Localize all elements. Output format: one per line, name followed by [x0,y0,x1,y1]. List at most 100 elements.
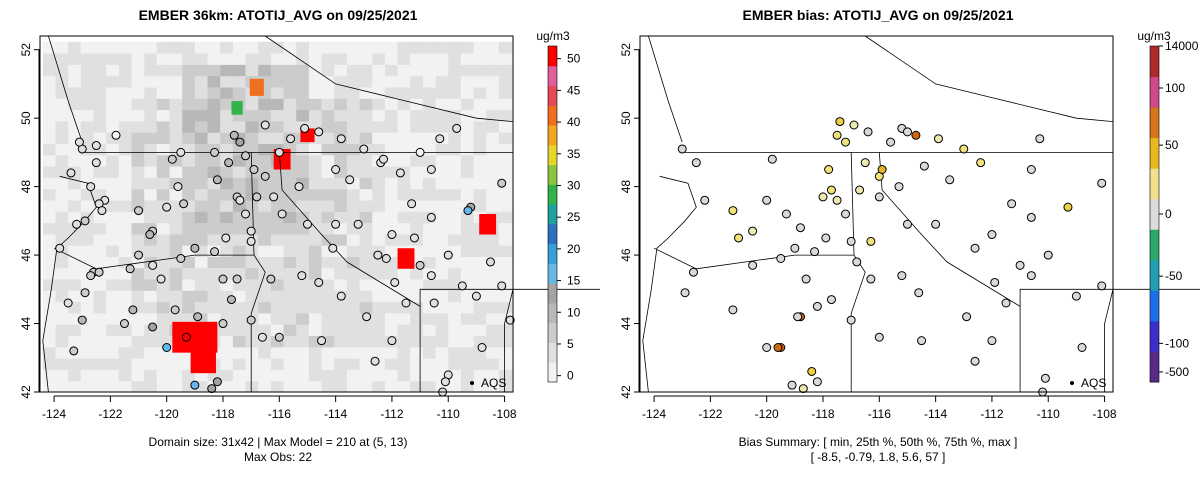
grid-cell [384,200,399,212]
grid-cell [283,369,297,382]
grid-cell [498,53,513,65]
grid-cell [207,233,221,246]
grid-cell [232,324,247,336]
observation-site-marker [269,192,279,202]
grid-cell [207,75,221,88]
grid-cell [283,245,297,257]
grid-cell [182,245,196,257]
right-aqs-legend-label: AQS [1081,376,1106,390]
grid-cell [296,98,310,111]
grid-cell [283,98,297,111]
grid-cell [270,109,285,122]
grid-cell [321,335,335,348]
grid-cell [93,245,107,257]
grid-cell [118,267,132,280]
grid-cell [55,290,69,303]
left-boundary-line [419,288,618,392]
observation-site-marker [193,312,203,322]
grid-cell [422,279,437,291]
left-chart-title: EMBER 36km: ATOTIJ_AVG on 09/25/2021 [139,7,418,23]
grid-cell [93,98,107,111]
grid-cell [410,75,424,88]
grid-cell [156,380,170,393]
grid-cell [42,358,56,370]
bias-site-marker [818,192,828,202]
grid-cell [435,312,449,325]
grid-cell [156,335,170,348]
grid-cell [397,335,411,348]
grid-cell [220,279,234,291]
grid-cell [460,290,475,303]
grid-cell [144,177,158,190]
grid-cell [207,120,221,133]
grid-cell [334,143,348,156]
right-x-tick-label: -116 [868,407,891,421]
grid-cell [232,75,247,88]
observation-site-marker [407,199,417,209]
grid-cell [80,154,94,167]
grid-cell [93,369,107,382]
grid-cell [460,301,475,314]
grid-cell [258,346,272,359]
grid-cell [232,53,247,65]
observation-site-marker [190,243,200,253]
grid-cell [106,346,120,359]
grid-cell [473,267,487,280]
grid-cell [346,98,361,111]
grid-cell [296,87,310,99]
grid-cell [144,120,158,133]
grid-cell [346,120,361,133]
grid-cell [460,267,475,280]
grid-cell [410,346,424,359]
observation-site-marker [69,346,79,356]
colorbar-tick-label: 5 [567,337,574,351]
grid-cell [194,233,209,246]
grid-cell [55,200,69,212]
grid-cell [80,132,94,144]
grid-cell [42,233,56,246]
grid-cell [106,188,120,201]
bias-site-marker [767,154,777,164]
grid-cell [498,358,513,370]
grid-cell [106,98,120,111]
grid-cell [372,53,386,65]
grid-cell [144,267,158,280]
observation-site-marker [257,332,267,342]
grid-cell [156,132,170,144]
grid-cell [473,53,487,65]
grid-cell [473,369,487,382]
grid-cell [372,143,386,156]
grid-cell [283,222,297,235]
grid-cell [296,166,310,178]
bias-site-marker [919,161,929,171]
grid-cell [93,346,107,359]
grid-cell [321,290,335,303]
grid-cell [283,346,297,359]
grid-cell [321,98,335,111]
grid-cell [194,87,209,99]
grid-cell [334,87,348,99]
grid-cell [435,200,449,212]
grid-cell [359,98,373,111]
grid-cell [118,166,132,178]
grid-cell [448,64,462,77]
grid-cell [68,279,82,291]
grid-cell [346,53,361,65]
observation-site-marker [229,130,239,140]
grid-cell [296,211,310,224]
grid-cell [321,233,335,246]
grid-cell [232,346,247,359]
observation-site-marker [314,277,324,287]
grid-cell [283,109,297,122]
grid-cell [131,369,145,382]
observation-site-marker [274,332,284,342]
grid-cell [460,109,475,122]
grid-cell [232,267,247,280]
grid-cell [498,335,513,348]
grid-cell [346,211,361,224]
grid-cell [68,211,82,224]
grid-cell [194,369,209,382]
grid-cell [346,256,361,269]
bias-site-marker [1035,134,1045,144]
grid-cell [42,324,56,336]
